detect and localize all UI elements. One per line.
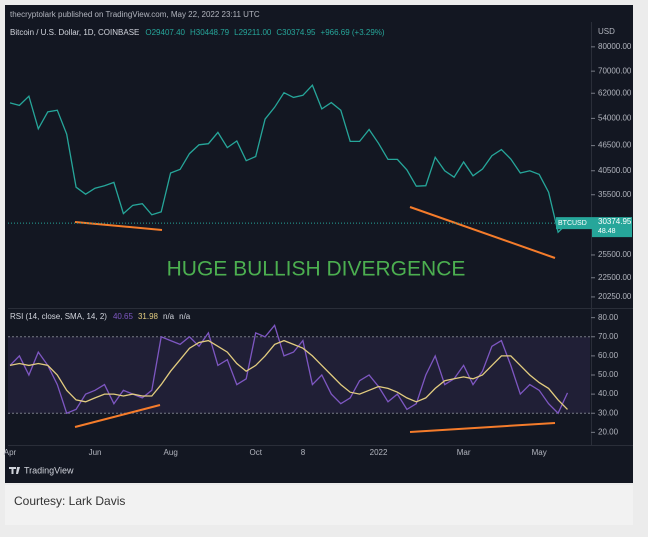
- divergence-line: [409, 206, 556, 259]
- price-tag-sub: 48.48: [598, 228, 616, 235]
- x-tick-label: Oct: [249, 448, 262, 457]
- y-tick-label: 30.00: [598, 408, 619, 417]
- y-tick-label: 62000.00: [598, 88, 632, 97]
- y-tick-label: 50.00: [598, 370, 619, 379]
- legend-value: C30374.95: [276, 28, 316, 37]
- legend-value: n/a: [179, 312, 191, 321]
- y-tick-label: 80000.00: [598, 42, 632, 51]
- legend-change: +966.69 (+3.29%): [321, 28, 385, 37]
- legend-value: H30448.79: [190, 28, 230, 37]
- legend-value: n/a: [163, 312, 175, 321]
- y-tick-label: 40.00: [598, 389, 619, 398]
- legend-value: 40.65: [113, 312, 134, 321]
- price-tag-name: BTCUSD: [558, 220, 587, 227]
- y-tick-label: 22500.00: [598, 273, 632, 282]
- divergence-line: [409, 422, 556, 433]
- series-line: [9, 323, 569, 415]
- header: thecryptolark published on TradingView.c…: [10, 10, 260, 19]
- legend-value: 31.98: [138, 312, 159, 321]
- price-tag-box: [592, 217, 632, 238]
- price-tag: [556, 217, 592, 230]
- symbol-title: Bitcoin / U.S. Dollar, 1D, COINBASE: [10, 28, 139, 37]
- x-tick-label: Apr: [4, 448, 17, 457]
- x-tick-label: Jun: [89, 448, 102, 457]
- x-tick-label: May: [532, 448, 547, 457]
- footer-logo: TradingView: [24, 465, 74, 475]
- series-line: [9, 339, 568, 410]
- y-tick-label: 20250.00: [598, 292, 632, 301]
- caption-box: [5, 485, 633, 525]
- rsi-title: RSI (14, close, SMA, 14, 2): [10, 312, 107, 321]
- x-tick-label: 8: [301, 448, 306, 457]
- y-tick-label: 54000.00: [598, 113, 632, 122]
- x-tick-label: 2022: [370, 448, 388, 457]
- axis-unit: USD: [598, 27, 615, 36]
- rsi-band: [8, 336, 590, 414]
- y-tick-label: 20.00: [598, 427, 619, 436]
- y-tick-label: 35500.00: [598, 190, 632, 199]
- y-tick-label: 40500.00: [598, 166, 632, 175]
- caption: Courtesy: Lark Davis: [14, 494, 125, 508]
- annotation: HUGE BULLISH DIVERGENCE: [167, 258, 466, 281]
- divergence-line: [74, 404, 161, 428]
- y-tick-label: 60.00: [598, 351, 619, 360]
- y-tick-label: 70.00: [598, 332, 619, 341]
- legend-value: L29211.00: [234, 28, 272, 37]
- y-tick-label: 46500.00: [598, 141, 632, 150]
- y-tick-label: 80.00: [598, 313, 619, 322]
- series-line: [9, 84, 568, 234]
- price-tag-value: 30374.95: [598, 217, 632, 226]
- x-tick-label: Aug: [164, 448, 178, 457]
- legend-value: O29407.40: [145, 28, 185, 37]
- logo-icon: [9, 467, 20, 474]
- x-tick-label: Mar: [457, 448, 471, 457]
- y-tick-label: 25500.00: [598, 250, 632, 259]
- y-tick-label: 70000.00: [598, 66, 632, 75]
